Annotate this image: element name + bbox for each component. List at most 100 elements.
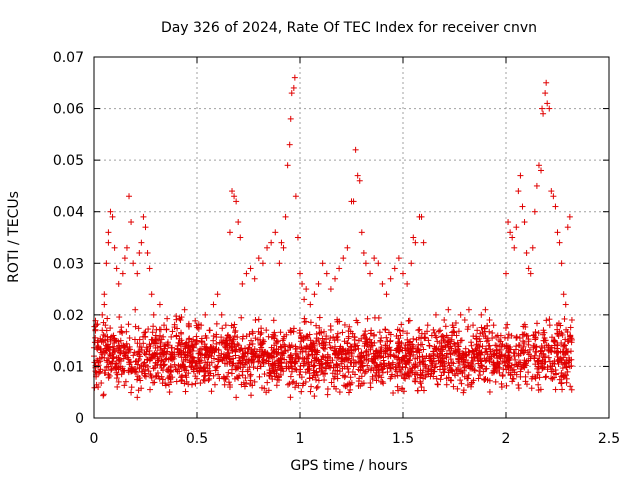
data-point (97, 366, 104, 373)
data-point (365, 366, 372, 373)
data-point (536, 374, 543, 381)
data-point (517, 373, 524, 380)
data-point (351, 341, 358, 348)
data-point (371, 255, 378, 262)
data-point (498, 380, 505, 387)
data-point (493, 333, 500, 340)
y-tick-label: 0.05 (53, 153, 84, 169)
data-point (350, 363, 357, 370)
data-point (345, 389, 352, 396)
data-point (515, 385, 522, 392)
data-point (360, 332, 367, 339)
data-point (378, 334, 385, 341)
data-point (95, 370, 102, 377)
data-point (341, 338, 348, 345)
data-point (442, 323, 449, 330)
y-tick-label: 0.02 (53, 308, 84, 324)
data-point (171, 361, 178, 368)
data-point (316, 340, 323, 347)
data-point (292, 193, 299, 200)
data-point (475, 375, 482, 382)
data-point (229, 360, 236, 367)
data-point (98, 380, 105, 387)
data-point (421, 334, 428, 341)
data-point (294, 234, 301, 241)
data-point (544, 100, 551, 107)
data-point (523, 381, 530, 388)
data-point (212, 363, 219, 370)
data-point (538, 167, 545, 174)
data-point (418, 384, 425, 391)
data-point (229, 188, 236, 195)
data-point (181, 306, 188, 313)
data-point (392, 373, 399, 380)
data-point (443, 381, 450, 388)
data-point (161, 322, 168, 329)
data-point (247, 381, 254, 388)
data-point (166, 389, 173, 396)
data-point (210, 301, 217, 308)
data-point (421, 335, 428, 342)
data-point (548, 334, 555, 341)
data-point (387, 275, 394, 282)
data-point (489, 335, 496, 342)
data-point (562, 301, 569, 308)
data-point (247, 265, 254, 272)
data-point (251, 275, 258, 282)
data-point (478, 311, 485, 318)
data-point (136, 249, 143, 256)
data-point (427, 353, 434, 360)
data-point (210, 372, 217, 379)
data-point (218, 311, 225, 318)
data-point (315, 280, 322, 287)
data-point (181, 380, 188, 387)
data-point (476, 368, 483, 375)
data-point (319, 260, 326, 267)
data-point (226, 229, 233, 236)
data-point (494, 359, 501, 366)
data-point (284, 381, 291, 388)
data-point (235, 219, 242, 226)
data-point (352, 371, 359, 378)
data-point (157, 332, 164, 339)
data-point (213, 320, 220, 327)
data-point (340, 255, 347, 262)
data-point (190, 344, 197, 351)
data-point (116, 349, 123, 356)
y-tick-label: 0.03 (53, 256, 84, 272)
data-point (225, 379, 232, 386)
data-point (108, 367, 115, 374)
data-point (326, 339, 333, 346)
data-point (174, 325, 181, 332)
data-point (313, 385, 320, 392)
data-point (560, 291, 567, 298)
data-point (213, 340, 220, 347)
data-point (239, 280, 246, 287)
x-tick-label: 0.5 (186, 431, 208, 447)
data-point (375, 373, 382, 380)
data-point (455, 355, 462, 362)
data-point (247, 377, 254, 384)
data-point (554, 353, 561, 360)
data-point (457, 311, 464, 318)
data-point (543, 317, 550, 324)
data-point (141, 350, 148, 357)
data-point (352, 146, 359, 153)
data-point (135, 348, 142, 355)
data-point (156, 301, 163, 308)
data-point (201, 373, 208, 380)
data-point (105, 229, 112, 236)
data-point (546, 322, 553, 329)
data-point (222, 322, 229, 329)
data-point (276, 260, 283, 267)
data-point (280, 244, 287, 251)
data-point (540, 110, 547, 117)
data-point (131, 349, 138, 356)
data-point (134, 270, 141, 277)
data-point (535, 363, 542, 370)
data-point (107, 208, 114, 215)
data-point (105, 239, 112, 246)
data-point (539, 105, 546, 112)
